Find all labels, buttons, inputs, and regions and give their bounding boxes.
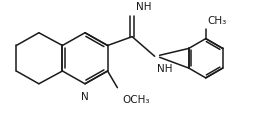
Text: OCH₃: OCH₃: [122, 95, 150, 105]
Text: N: N: [81, 92, 89, 102]
Text: NH: NH: [157, 64, 172, 74]
Text: NH: NH: [136, 2, 152, 12]
Text: CH₃: CH₃: [208, 16, 227, 26]
